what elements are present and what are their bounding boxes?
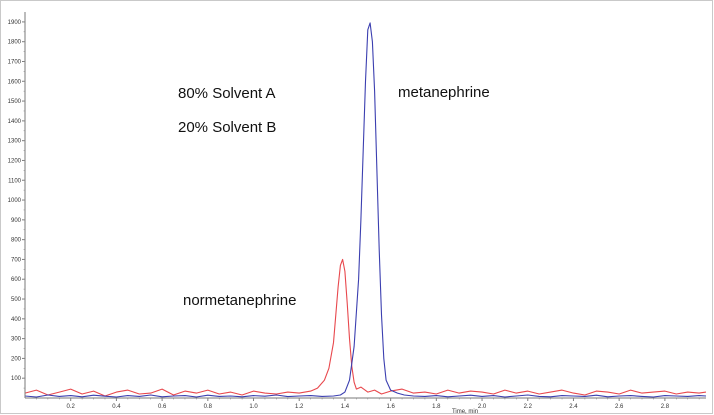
x-tick-label: 1.6 <box>386 404 395 410</box>
y-tick-label: 900 <box>11 218 22 224</box>
x-tick-label: 2.0 <box>478 404 487 410</box>
y-tick-label: 300 <box>11 337 22 343</box>
y-tick-label: 400 <box>11 317 22 323</box>
y-tick-label: 1000 <box>8 198 22 204</box>
y-tick-label: 600 <box>11 277 22 283</box>
annotation-solvent-a: 80% Solvent A <box>178 85 276 102</box>
x-tick-label: 2.6 <box>615 404 624 410</box>
y-tick-label: 1600 <box>8 79 22 85</box>
y-tick-label: 1700 <box>8 59 22 65</box>
series-line-1 <box>24 22 707 398</box>
series-layer <box>24 22 707 398</box>
x-tick-label: 1.8 <box>432 404 441 410</box>
x-tick-label: 0.8 <box>204 404 213 410</box>
y-tick-label: 1400 <box>8 119 22 125</box>
x-tick-label: 2.2 <box>524 404 533 410</box>
y-tick-label: 1100 <box>8 178 22 184</box>
y-tick-label: 700 <box>11 257 22 263</box>
y-tick-label: 500 <box>11 297 22 303</box>
y-tick-label: 1200 <box>8 158 22 164</box>
x-tick-label: 1.0 <box>249 404 258 410</box>
ticks-layer: 0.2 0.4 0.6 0.8 1.0 1.2 1.4 1.6 1.8 2.0 2.2 2.4 2.6 2… <box>8 20 700 410</box>
y-tick-label: 200 <box>11 356 22 362</box>
series-line-0 <box>24 258 707 397</box>
y-tick-label: 1500 <box>8 99 22 105</box>
x-tick-label: 0.2 <box>67 404 76 410</box>
x-tick-label: 2.8 <box>661 404 670 410</box>
x-axis-title: Time, min <box>452 409 478 415</box>
y-tick-label: 1900 <box>8 20 22 26</box>
annotation-solvent-b: 20% Solvent B <box>178 119 276 136</box>
annotation-metanephrine: metanephrine <box>398 84 490 101</box>
y-tick-label: 800 <box>11 238 22 244</box>
y-tick-label: 1800 <box>8 40 22 46</box>
y-tick-label: 100 <box>11 376 22 382</box>
y-tick-label: 1300 <box>8 139 22 145</box>
annotation-normetanephrine: normetanephrine <box>183 292 296 309</box>
x-tick-label: 0.6 <box>158 404 167 410</box>
x-tick-label: 0.4 <box>112 404 121 410</box>
x-tick-label: 1.2 <box>295 404 304 410</box>
x-tick-label: 2.4 <box>569 404 578 410</box>
x-tick-label: 1.4 <box>341 404 350 410</box>
